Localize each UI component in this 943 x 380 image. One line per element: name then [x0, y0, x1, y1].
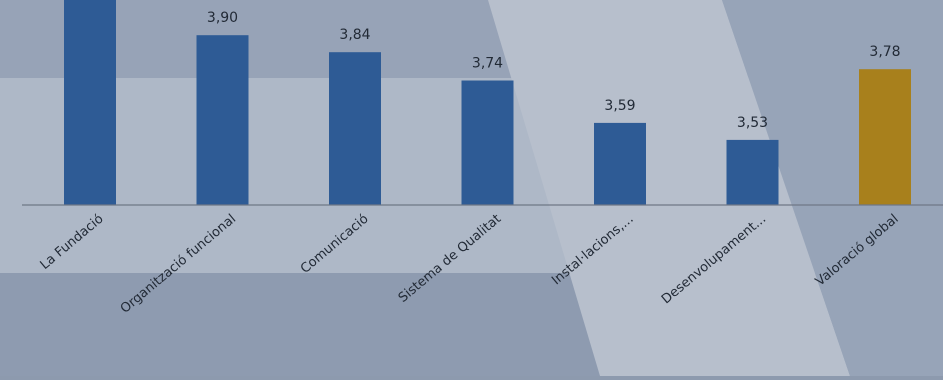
bar [726, 139, 779, 205]
bar [329, 52, 381, 206]
bar [461, 80, 514, 205]
value-label: 3,84 [339, 27, 370, 43]
bars-group [64, 0, 911, 206]
bar [196, 35, 249, 206]
value-label: 3,53 [737, 115, 768, 131]
value-label: 3,59 [604, 98, 635, 114]
value-label: 3,90 [207, 10, 238, 26]
bar [64, 0, 116, 205]
value-label: 3,74 [472, 56, 503, 72]
value-label: 3,78 [869, 44, 900, 60]
bar [594, 122, 646, 205]
bar [859, 69, 911, 205]
background-diagonal-stripe [488, 0, 850, 376]
value-labels-group: 4,083,903,843,743,593,533,78 [207, 10, 901, 131]
